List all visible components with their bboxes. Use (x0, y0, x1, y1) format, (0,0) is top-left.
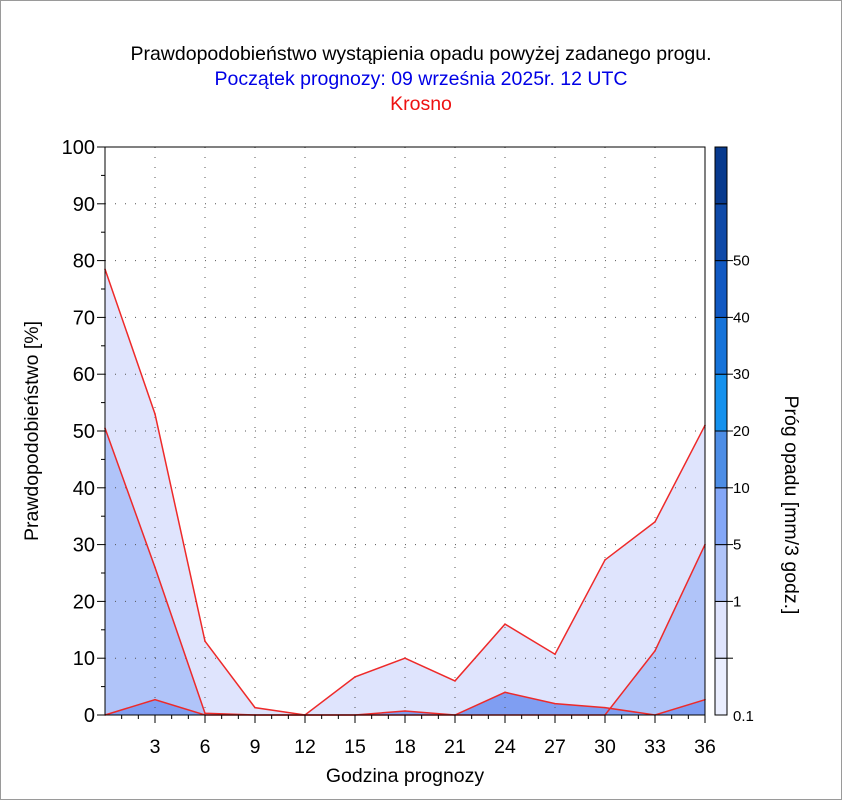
x-tick-label: 21 (444, 736, 466, 758)
x-tick-label: 24 (494, 736, 516, 758)
point-series-0 (554, 653, 556, 656)
point-series-2 (154, 698, 156, 701)
point-series-1 (204, 712, 206, 715)
colorbar-label: Próg opadu [mm/3 godz.] (780, 396, 802, 615)
point-series-0 (204, 640, 206, 642)
point-series-0 (354, 676, 356, 678)
colorbar-segment (714, 203, 728, 262)
point-series-0 (404, 657, 406, 659)
colorbar-tick-label: 20 (733, 423, 750, 440)
y-tick-label: 90 (73, 194, 95, 216)
point-series-2 (504, 691, 506, 694)
y-tick-label: 60 (73, 364, 95, 386)
area-series-2 (105, 692, 705, 715)
colorbar-segment (714, 316, 728, 375)
colorbar-segment (714, 487, 728, 546)
grid-lines (105, 147, 705, 715)
y-tick-label: 20 (73, 591, 95, 613)
y-tick-label: 100 (62, 137, 95, 159)
y-tick-label: 50 (73, 421, 95, 443)
x-tick-label: 27 (544, 736, 566, 758)
point-series-0 (604, 559, 606, 561)
colorbar-segment (714, 657, 728, 716)
colorbar-tick-label: 5 (733, 537, 741, 554)
area-layers (105, 269, 705, 715)
colorbar-tick-label: 40 (733, 309, 750, 326)
y-tick-label: 70 (73, 307, 95, 329)
x-tick-label: 33 (644, 736, 666, 758)
x-axis-label: Godzina prognozy (326, 765, 485, 787)
x-tick-label: 12 (294, 736, 316, 758)
x-tick-label: 15 (344, 736, 366, 758)
y-tick-label: 10 (73, 648, 95, 670)
point-series-0 (504, 623, 506, 625)
y-axis-ticks: 0 10 20 30 40 50 60 70 80 90 100 (62, 137, 105, 727)
colorbar-segment (714, 544, 728, 602)
point-series-0 (654, 521, 656, 523)
x-tick-label: 6 (200, 736, 211, 758)
chart-location: Krosno (390, 93, 452, 115)
point-series-2 (604, 706, 606, 709)
y-axis-label: Prawdopodobieństwo [%] (21, 321, 43, 541)
area-series-1 (105, 428, 705, 715)
x-axis-ticks: 3 6 9 12 15 18 21 24 27 30 33 36 (121, 715, 716, 758)
chart-title: Prawdopodobieństwo wystąpienia opadu pow… (130, 43, 712, 65)
point-series-0 (254, 706, 256, 709)
y-tick-label: 0 (84, 705, 95, 727)
x-tick-label: 36 (694, 736, 716, 758)
x-tick-label: 3 (150, 736, 161, 758)
x-tick-label: 9 (250, 736, 261, 758)
colorbar-tick-label: 1 (733, 593, 741, 610)
chart-subtitle: Początek prognozy: 09 września 2025r. 12… (214, 68, 628, 90)
y-tick-label: 30 (73, 535, 95, 557)
point-series-2 (404, 710, 406, 712)
point-series-1 (154, 566, 156, 569)
colorbar-tick-label: 0.1 (733, 708, 754, 725)
y-tick-label: 80 (73, 251, 95, 273)
point-series-2 (554, 702, 556, 705)
colorbar-segment (714, 373, 728, 432)
colorbar-segment (714, 430, 728, 489)
colorbar-segment (714, 260, 728, 318)
colorbar-tick-label: 30 (733, 366, 750, 383)
point-series-0 (154, 413, 156, 415)
colorbar-tick-label: 50 (733, 253, 750, 270)
x-tick-label: 18 (394, 736, 416, 758)
y-tick-label: 40 (73, 478, 95, 500)
point-series-1 (654, 650, 656, 652)
x-tick-label: 30 (594, 736, 616, 758)
colorbar-tick-label: 10 (733, 480, 750, 497)
colorbar-segment (714, 600, 728, 659)
colorbar: 0.1 1 5 10 20 30 40 50 (714, 146, 754, 725)
point-series-0 (454, 680, 456, 682)
colorbar-segment (714, 146, 728, 205)
